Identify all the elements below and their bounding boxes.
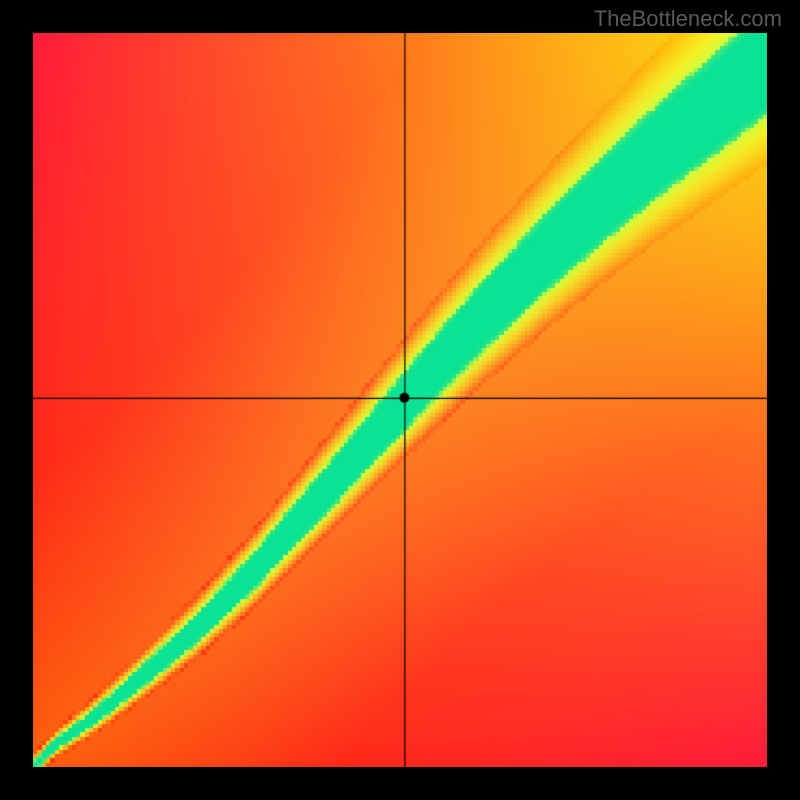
watermark-text: TheBottleneck.com bbox=[594, 6, 782, 32]
chart-container: { "watermark": { "text": "TheBottleneck.… bbox=[0, 0, 800, 800]
bottleneck-heatmap bbox=[33, 33, 767, 767]
